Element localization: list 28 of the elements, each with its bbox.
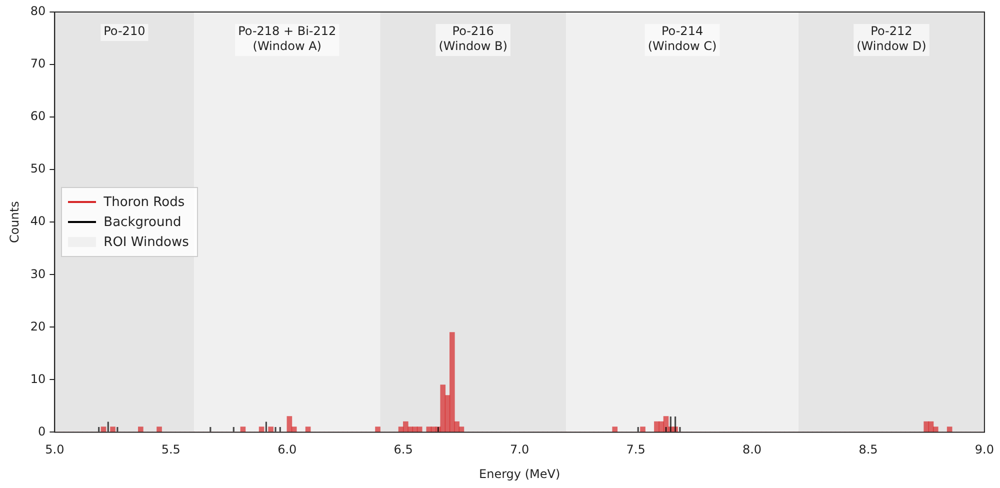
annotation: ROI Windows xyxy=(104,234,189,250)
band-label: Po-214 (Window C) xyxy=(648,24,717,54)
y-tick-label: 70 xyxy=(30,56,46,71)
x-tick-label: 8.5 xyxy=(858,442,878,457)
x-tick-label: 7.0 xyxy=(510,442,530,457)
y-tick-label: 60 xyxy=(30,109,46,124)
y-tick-label: 80 xyxy=(30,4,46,18)
x-tick-label: 6.5 xyxy=(394,442,413,457)
y-axis-title: Counts xyxy=(7,201,22,244)
y-tick-label: 40 xyxy=(30,214,46,228)
y-tick-label: 30 xyxy=(30,266,46,281)
y-tick-label: 20 xyxy=(30,319,46,334)
x-tick-label: 8.0 xyxy=(742,442,762,457)
band-label: Po-210 xyxy=(104,24,146,38)
y-tick-label: 0 xyxy=(38,424,46,438)
x-tick-label: 5.0 xyxy=(45,442,64,457)
band-label: Po-212 (Window D) xyxy=(856,24,926,54)
y-tick-label: 10 xyxy=(30,372,46,386)
band-label: Po-218 + Bi-212 (Window A) xyxy=(238,24,336,54)
legend-label: Background xyxy=(104,214,182,230)
x-tick-label: 6.0 xyxy=(278,442,297,457)
x-tick-label: 5.5 xyxy=(161,442,180,457)
x-tick-label: 7.5 xyxy=(626,442,646,457)
y-tick-label: 50 xyxy=(30,162,46,176)
legend-label: Thoron Rods xyxy=(104,194,185,210)
x-tick-label: 9.0 xyxy=(974,442,994,457)
x-axis-title: Energy (MeV) xyxy=(478,466,560,481)
band-label: Po-216 (Window B) xyxy=(438,24,508,54)
